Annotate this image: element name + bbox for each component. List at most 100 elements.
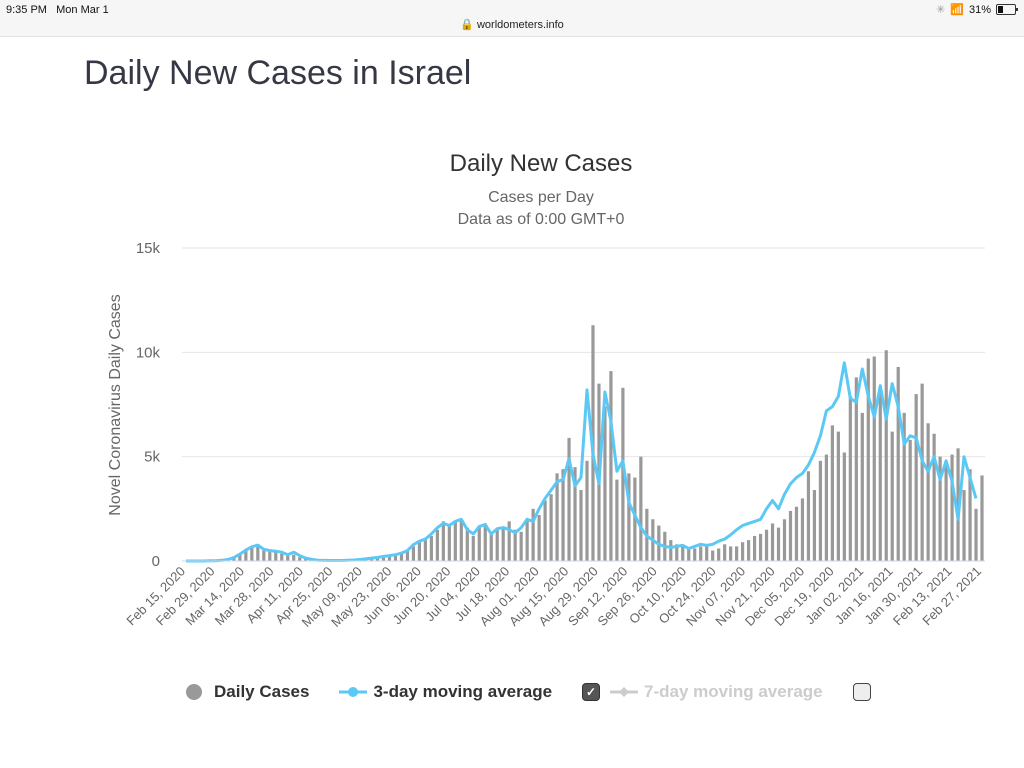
bar — [567, 437, 571, 561]
bar — [561, 469, 565, 561]
bar — [950, 454, 954, 561]
legend-7day-avg[interactable]: 7-day moving average — [610, 682, 823, 702]
legend-3day-label: 3-day moving average — [373, 682, 553, 701]
bar — [429, 535, 433, 561]
bar — [489, 531, 493, 561]
bar — [501, 527, 505, 561]
bar — [854, 377, 858, 561]
bar — [274, 552, 278, 561]
bar — [609, 371, 613, 561]
bar — [932, 433, 936, 561]
bar — [238, 554, 242, 561]
legend-daily-cases[interactable]: Daily Cases — [186, 682, 309, 702]
bar — [818, 460, 823, 561]
bar — [711, 550, 715, 561]
bar — [681, 546, 685, 561]
bar — [459, 519, 463, 561]
bar — [902, 412, 906, 561]
bar — [483, 523, 487, 561]
bar — [435, 529, 439, 561]
bar — [405, 550, 410, 561]
page-title: Daily New Cases in Israel — [84, 54, 472, 92]
bar — [525, 519, 529, 561]
bar — [884, 350, 888, 561]
bar — [770, 523, 775, 561]
bar — [292, 554, 296, 561]
bar — [938, 456, 942, 561]
bar — [250, 548, 254, 561]
bar — [908, 439, 912, 561]
bar — [639, 456, 643, 561]
bar — [411, 546, 416, 561]
bar — [848, 396, 852, 561]
line-marker-icon — [339, 687, 368, 697]
legend-3day-avg[interactable]: 3-day moving average — [339, 682, 552, 702]
status-indicators: ✳ 📶 31% — [936, 3, 1018, 16]
bar — [830, 425, 834, 561]
lock-icon: 🔒 — [460, 19, 474, 31]
bar — [944, 462, 948, 561]
bar — [423, 540, 427, 561]
bar — [914, 394, 918, 561]
circle-icon — [186, 684, 202, 700]
bar — [878, 391, 882, 561]
wifi-icon: 📶 — [950, 4, 964, 16]
url-bar[interactable]: 🔒 worldometers.info — [0, 18, 1024, 31]
bar — [764, 529, 769, 561]
legend: Daily Cases 3-day moving average ✓ 7-day… — [186, 682, 871, 702]
y-tick-label: 10k — [136, 344, 161, 361]
bar — [256, 546, 260, 561]
url-text: worldometers.info — [476, 19, 564, 31]
bar — [393, 554, 398, 561]
bar — [836, 431, 840, 561]
line-marker-icon — [610, 687, 639, 697]
bar — [741, 542, 745, 561]
y-tick-label: 5k — [144, 449, 160, 466]
bar — [615, 479, 619, 561]
status-time: 9:35 PM Mon Mar 1 — [6, 4, 109, 16]
bar — [531, 508, 535, 561]
bar — [633, 477, 637, 561]
bar — [800, 498, 805, 561]
bar — [968, 469, 972, 561]
bar — [477, 525, 481, 561]
bar — [974, 508, 978, 561]
bar — [268, 551, 272, 561]
bar — [687, 547, 691, 561]
avg7-checkbox[interactable] — [852, 683, 871, 701]
status-bar: 9:35 PM Mon Mar 1 🔒 worldometers.info ✳ … — [0, 0, 1024, 37]
chart-title: Daily New Cases — [449, 150, 633, 177]
bar — [699, 546, 703, 561]
bar — [920, 383, 924, 561]
bar — [387, 555, 392, 561]
bar — [860, 412, 864, 561]
bar — [555, 473, 559, 561]
bar — [705, 544, 709, 561]
battery-icon — [996, 4, 1018, 15]
chart-subtitle-date: Data as of 0:00 GMT+0 — [457, 211, 625, 228]
bar — [381, 556, 386, 561]
bar — [621, 387, 625, 561]
bar — [752, 535, 757, 561]
bar — [585, 460, 589, 561]
bar — [537, 515, 541, 561]
bar — [627, 473, 631, 561]
y-tick-label: 15k — [136, 240, 161, 257]
bar — [375, 557, 380, 561]
bar — [926, 423, 930, 561]
avg3-checkbox[interactable]: ✓ — [582, 683, 601, 701]
bar — [232, 557, 236, 561]
bar — [399, 553, 404, 561]
bar — [896, 366, 900, 561]
bar — [495, 529, 499, 561]
bar — [304, 558, 308, 561]
bar — [735, 546, 739, 561]
bar — [507, 521, 511, 561]
bar — [244, 550, 248, 561]
bar — [286, 555, 290, 561]
bar — [465, 527, 469, 561]
bar — [280, 553, 284, 561]
bar — [842, 452, 846, 561]
bar — [573, 467, 577, 561]
